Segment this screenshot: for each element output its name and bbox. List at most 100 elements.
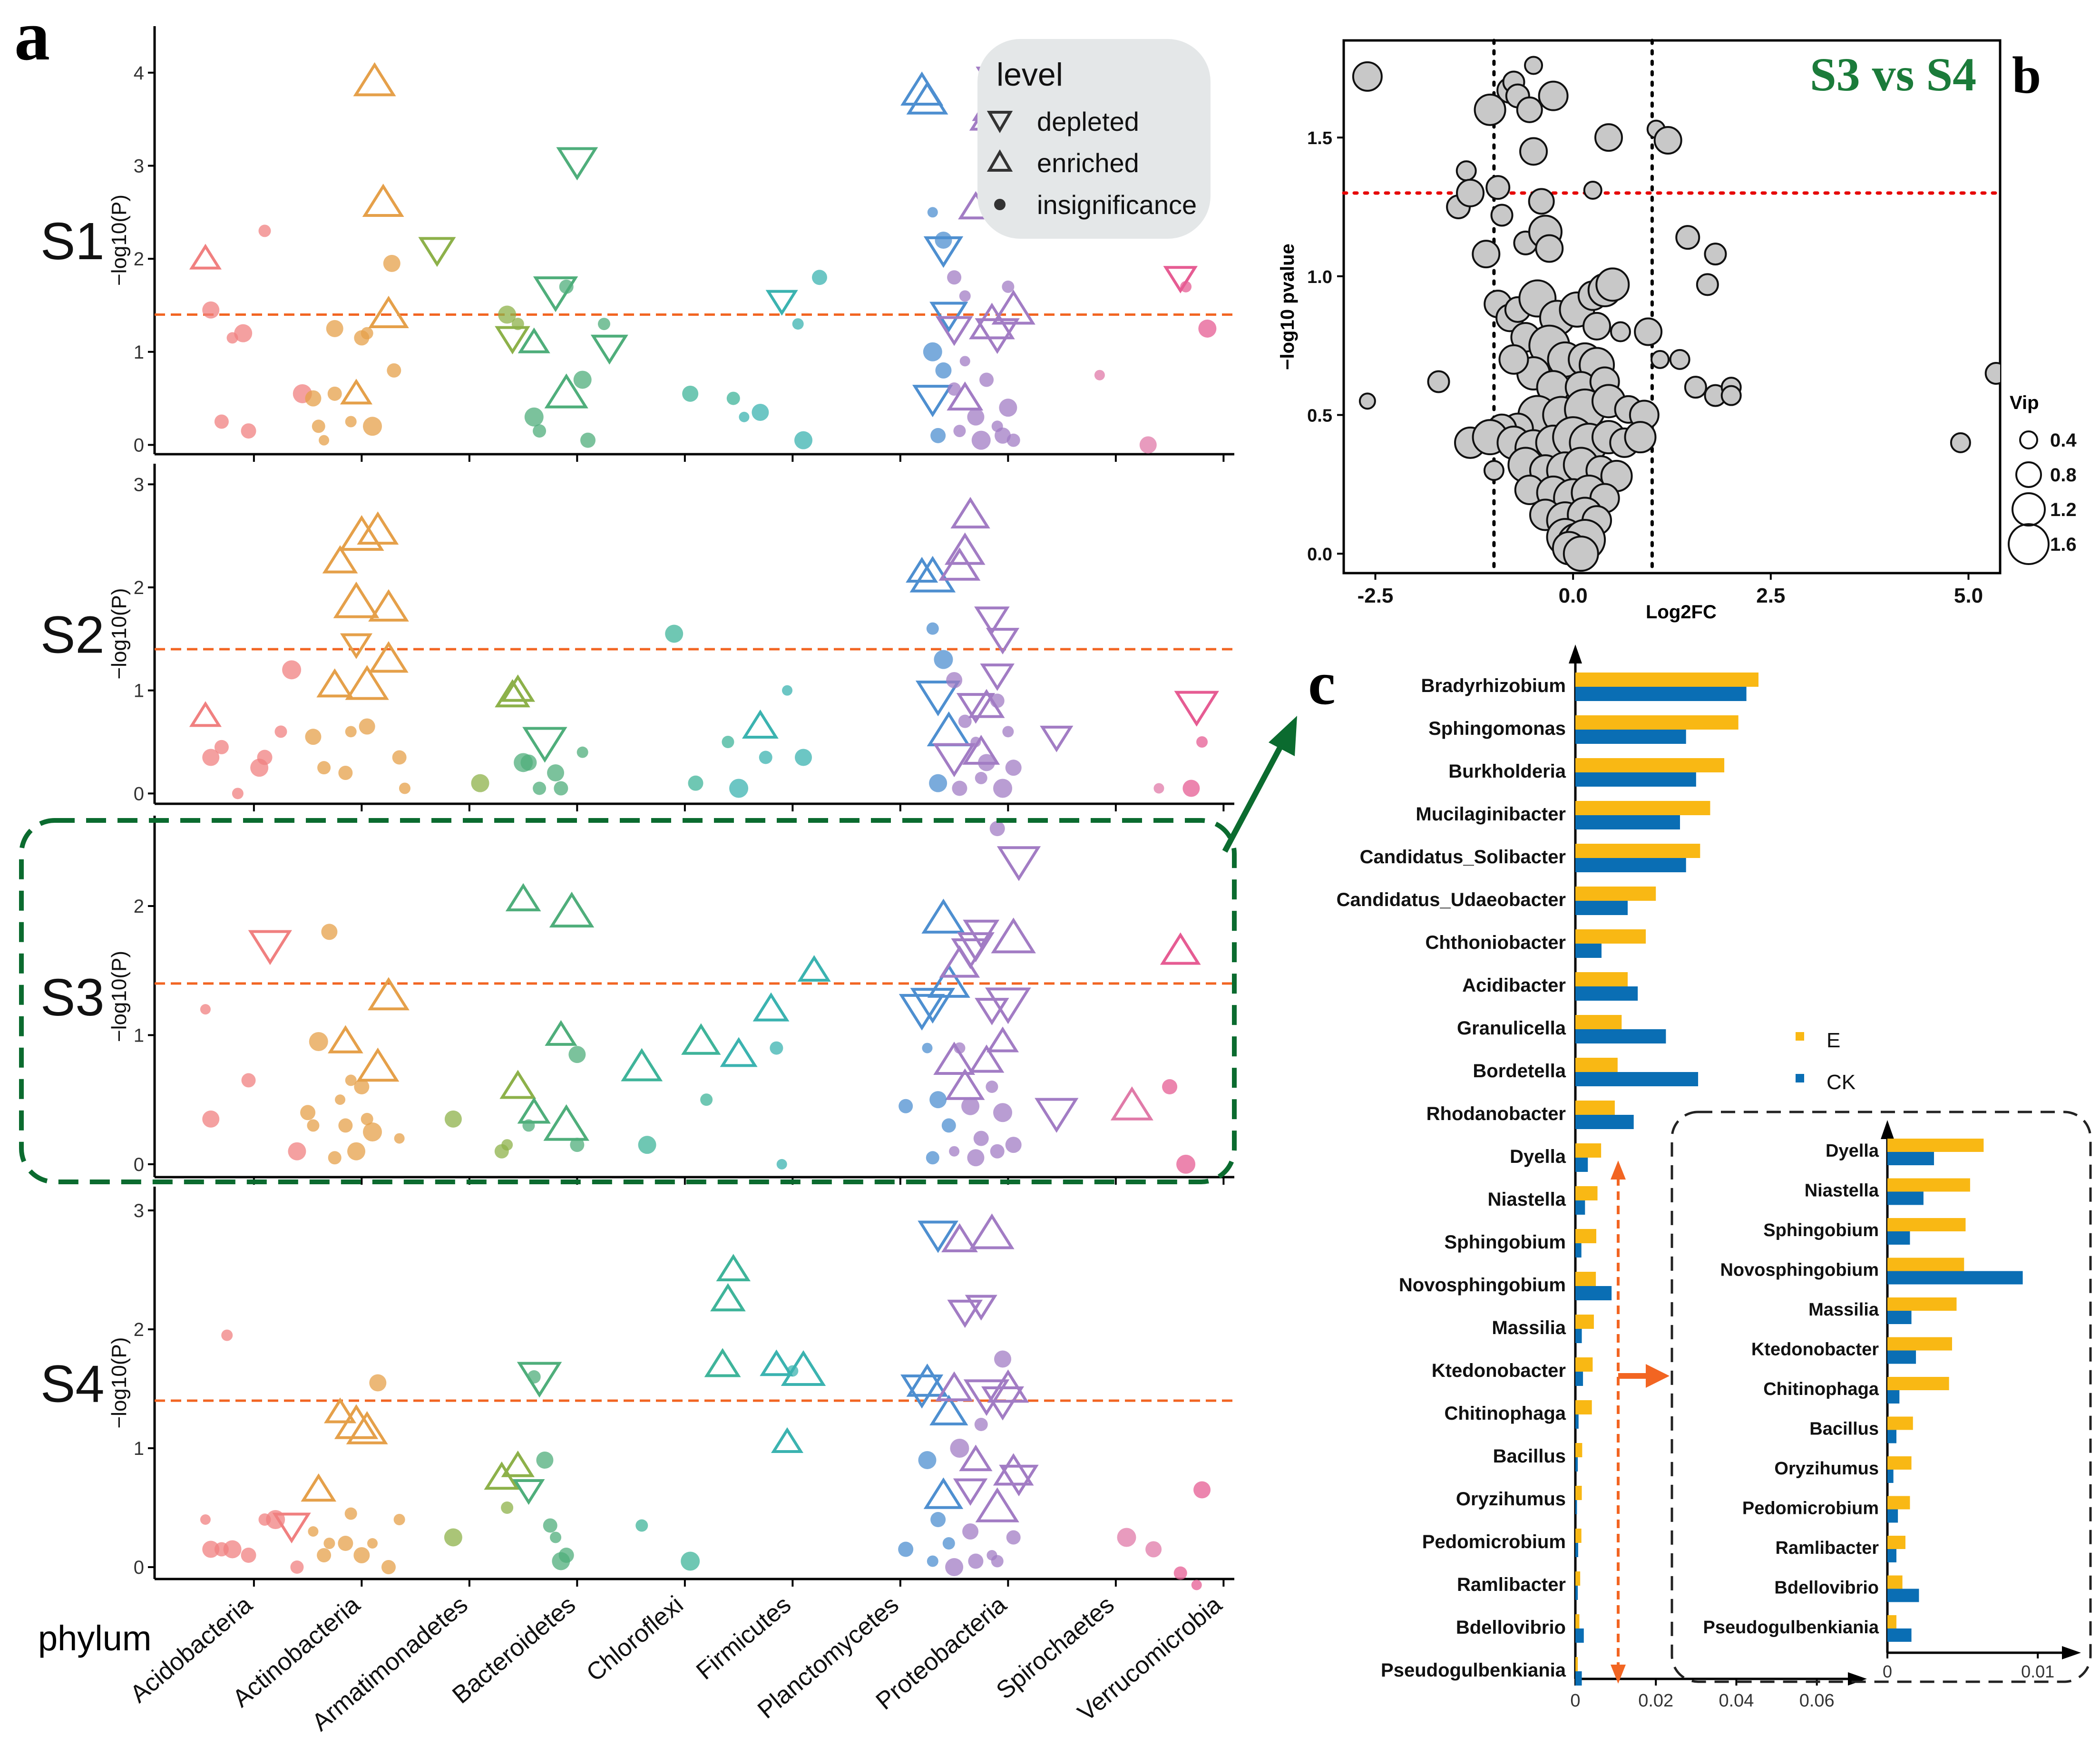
insignificant-point (202, 1540, 220, 1558)
inset-bar-CK (1887, 1350, 1916, 1364)
depleted-point (1035, 1098, 1079, 1133)
insignificant-point (726, 391, 740, 405)
bar-x-tick-label: 0 (1570, 1691, 1580, 1711)
volcano-x-tick-label: -2.5 (1358, 584, 1394, 607)
bar-E (1575, 1143, 1602, 1158)
insignificant-point (974, 1418, 988, 1431)
enriched-point (975, 1487, 1019, 1522)
bar-E (1575, 1229, 1596, 1243)
insignificant-point (498, 305, 517, 324)
insignificant-point (975, 771, 987, 784)
manhattan-s2: 0 1 2 3 S2 −log10(P) (40, 464, 1234, 811)
insignificant-point (308, 1526, 319, 1537)
insignificant-point (274, 725, 287, 738)
insignificant-point (321, 924, 338, 940)
bar-legend: E CK (1796, 1029, 1856, 1094)
insignificant-point (926, 1151, 939, 1165)
bar-CK (1575, 1671, 1582, 1686)
insignificant-point (918, 1451, 937, 1469)
insignificant-point (973, 1131, 989, 1146)
vip-legend-label: 0.8 (2050, 465, 2077, 486)
insignificant-point (241, 1548, 256, 1563)
volcano-point (1455, 160, 1477, 182)
bar-category-label: Dyella (1510, 1146, 1566, 1167)
insignificant-point (971, 430, 991, 450)
insignificant-point (580, 432, 596, 448)
inset-bar-CK (1887, 1430, 1896, 1443)
enriched-point (760, 1349, 793, 1376)
insignificant-point (202, 749, 220, 766)
panel-label: S1 (40, 212, 105, 271)
manhattan-s3: 0 1 2 S3 −log10(P) (40, 816, 1234, 1185)
insignificant-point (288, 1142, 306, 1160)
volcano-point (1524, 56, 1543, 75)
insignificant-point (926, 622, 939, 635)
x-tick-label: Chloroflexi (581, 1591, 688, 1687)
depleted-point (517, 1362, 562, 1398)
inset-x-tick-label: 0.01 (2021, 1662, 2054, 1681)
bar-E (1575, 1443, 1582, 1457)
y-tick-label: 2 (134, 577, 144, 598)
legend-label-CK: CK (1827, 1071, 1856, 1094)
bar-x-tick-label: 0.02 (1638, 1691, 1673, 1711)
enriched-point (752, 992, 790, 1022)
insignificant-point (1117, 1528, 1136, 1547)
volcano-point (1704, 243, 1727, 266)
inset-category-label: Novosphingobium (1720, 1260, 1879, 1280)
insignificant-point (776, 1159, 787, 1170)
inset-bar-CK (1887, 1311, 1912, 1324)
insignificant-point (968, 1553, 984, 1569)
insignificant-point (729, 779, 749, 798)
bar-E (1575, 1486, 1582, 1500)
enriched-point (518, 327, 550, 353)
s3-highlight-box (19, 818, 1237, 1184)
bar-category-label: Rhodanobacter (1426, 1103, 1566, 1124)
enriched-point (316, 668, 353, 698)
enriched-point (681, 1023, 721, 1055)
bar-category-label: Pedomicrobium (1422, 1531, 1566, 1552)
enriched-point (544, 373, 588, 409)
volcano-y-tick-label: 0.5 (1307, 406, 1332, 426)
volcano-x-tick-label: 5.0 (1954, 584, 1983, 607)
inset-bar-CK (1887, 1549, 1896, 1562)
volcano-point (1483, 460, 1504, 481)
y-tick-label: 1 (134, 342, 144, 363)
bar-E (1575, 1186, 1598, 1200)
insignificant-point (962, 1523, 979, 1540)
bar-CK (1575, 1543, 1578, 1557)
insignificant-point (1139, 436, 1157, 454)
enriched-point (505, 883, 541, 912)
insignificant-point (722, 736, 734, 748)
green-arrow (1222, 738, 1287, 853)
insignificant-point (1005, 1137, 1022, 1153)
insignificant-point (387, 363, 401, 378)
insignificant-point (930, 428, 946, 443)
inset-bar-CK (1887, 1470, 1894, 1483)
insignificant-point (363, 1122, 382, 1141)
depleted-point (340, 633, 373, 659)
inset-bar-CK (1887, 1271, 2023, 1285)
volcano-x-title: Log2FC (1646, 602, 1717, 623)
enriched-point (991, 917, 1036, 954)
insignificant-point (338, 1118, 353, 1133)
insignificant-point (344, 1507, 357, 1520)
insignificant-point (682, 385, 699, 402)
insignificant-point (959, 356, 970, 367)
y-tick-label: 3 (134, 156, 144, 176)
bar-category-label: Granulicella (1457, 1018, 1566, 1039)
bar-x-tick-label: 0.06 (1799, 1691, 1835, 1711)
bar-category-label: Bdellovibrio (1456, 1617, 1566, 1638)
vip-legend-label: 1.6 (2050, 534, 2077, 555)
bar-CK (1575, 1158, 1588, 1172)
insignificant-point (361, 327, 373, 340)
inset-category-label: Niastella (1805, 1181, 1879, 1201)
volcano-point (1535, 234, 1564, 263)
depleted-point (522, 727, 567, 763)
bar-E (1575, 673, 1758, 687)
legend-label-insignificance: insignificance (1037, 190, 1197, 220)
volcano-title: S3 vs S4 (1810, 48, 1976, 101)
enriched-point (923, 1477, 964, 1509)
enriched-point (704, 1348, 741, 1377)
insignificant-point (328, 1151, 342, 1165)
